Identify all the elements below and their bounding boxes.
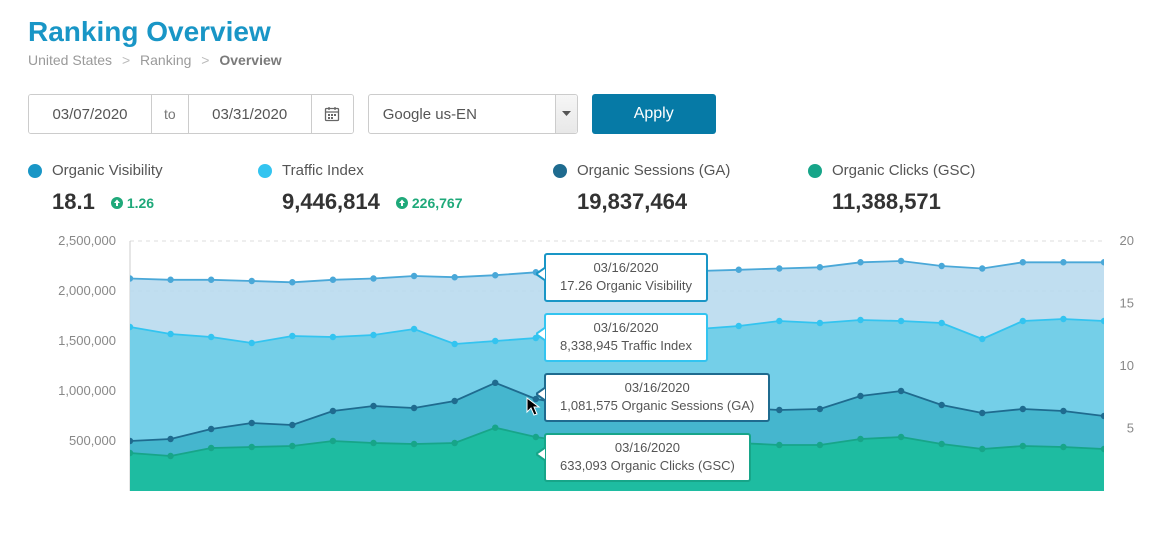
metric-label: Traffic Index (282, 162, 364, 179)
chart: 500,000 1,000,000 1,500,000 2,000,000 2,500,… (28, 233, 1140, 499)
date-from-input[interactable] (29, 95, 151, 133)
breadcrumb-item: Overview (219, 52, 281, 68)
chart-tooltip: 03/16/202017.26 Organic Visibility (544, 253, 708, 302)
legend-dot (28, 164, 42, 178)
metric-card: Organic Clicks (GSC) 11,388,571 (808, 162, 1048, 215)
metric-card: Traffic Index 9,446,814 226,767 (258, 162, 553, 215)
tooltip-pointer (536, 267, 546, 286)
chart-tooltip: 03/16/20208,338,945 Traffic Index (544, 313, 708, 362)
chevron-right-icon: > (122, 52, 130, 68)
svg-text:20: 20 (1120, 233, 1134, 248)
chart-tooltip: 03/16/2020633,093 Organic Clicks (GSC) (544, 433, 751, 482)
legend-dot (808, 164, 822, 178)
metric-delta: 226,767 (396, 195, 463, 211)
metric-delta: 1.26 (111, 195, 154, 211)
svg-text:10: 10 (1120, 358, 1134, 373)
date-range: to (28, 94, 354, 134)
metric-card: Organic Sessions (GA) 19,837,464 (553, 162, 808, 215)
svg-text:500,000: 500,000 (69, 433, 116, 448)
metric-value: 9,446,814 (282, 189, 380, 215)
arrow-up-icon (111, 197, 123, 209)
svg-text:2,500,000: 2,500,000 (58, 233, 116, 248)
breadcrumb: United States > Ranking > Overview (28, 52, 1140, 68)
date-to-input[interactable] (189, 95, 311, 133)
page-title: Ranking Overview (28, 16, 1140, 48)
legend-dot (553, 164, 567, 178)
calendar-icon[interactable] (311, 95, 353, 133)
svg-text:15: 15 (1120, 296, 1134, 311)
arrow-up-icon (396, 197, 408, 209)
date-separator: to (151, 95, 189, 133)
metric-card: Organic Visibility 18.1 1.26 (28, 162, 258, 215)
filter-controls: to Google us-EN Apply (28, 94, 1140, 134)
tooltip-pointer (536, 447, 546, 466)
breadcrumb-item[interactable]: United States (28, 52, 112, 68)
metric-value: 11,388,571 (832, 189, 941, 215)
metric-label: Organic Visibility (52, 162, 163, 179)
breadcrumb-item[interactable]: Ranking (140, 52, 191, 68)
tooltip-pointer (536, 387, 546, 406)
apply-button[interactable]: Apply (592, 94, 716, 134)
metric-value: 19,837,464 (577, 189, 687, 215)
metric-summary: Organic Visibility 18.1 1.26 Traffic Ind… (28, 162, 1140, 215)
svg-text:2,000,000: 2,000,000 (58, 283, 116, 298)
search-engine-select[interactable]: Google us-EN (368, 94, 578, 134)
svg-text:1,000,000: 1,000,000 (58, 383, 116, 398)
legend-dot (258, 164, 272, 178)
chevron-right-icon: > (201, 52, 209, 68)
svg-text:5: 5 (1127, 421, 1134, 436)
svg-text:1,500,000: 1,500,000 (58, 333, 116, 348)
metric-label: Organic Clicks (GSC) (832, 162, 975, 179)
metric-label: Organic Sessions (GA) (577, 162, 730, 179)
metric-value: 18.1 (52, 189, 95, 215)
tooltip-pointer (536, 327, 546, 346)
chart-tooltip: 03/16/20201,081,575 Organic Sessions (GA… (544, 373, 770, 422)
